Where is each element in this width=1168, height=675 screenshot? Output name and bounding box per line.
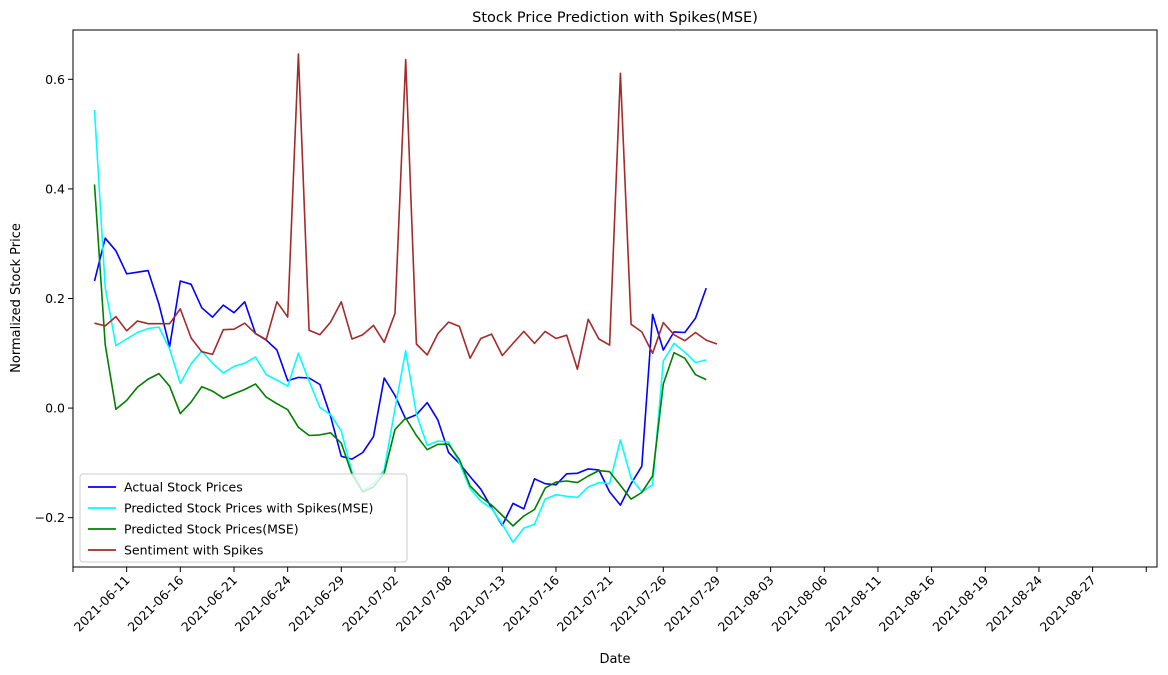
y-tick-label: 0.6 bbox=[45, 72, 65, 87]
plot-lines bbox=[93, 53, 718, 544]
legend-label: Actual Stock Prices bbox=[124, 480, 243, 495]
y-axis-label: Normalized Stock Price bbox=[9, 223, 24, 373]
y-axis: −0.2 0.0 0.2 0.4 0.6 bbox=[35, 72, 73, 525]
y-tick-label: 0.2 bbox=[45, 291, 65, 306]
legend-box bbox=[79, 473, 408, 563]
series-line-1 bbox=[93, 237, 707, 527]
legend-label: Predicted Stock Prices with Spikes(MSE) bbox=[124, 501, 373, 516]
y-tick-label: 0.4 bbox=[45, 181, 65, 196]
series-line-2 bbox=[93, 109, 707, 544]
legend-label: Predicted Stock Prices(MSE) bbox=[124, 522, 299, 537]
y-tick-label: 0.0 bbox=[45, 401, 65, 416]
series-line-4 bbox=[94, 53, 718, 371]
x-axis-label: Date bbox=[599, 652, 630, 667]
legend-label: Sentiment with Spikes bbox=[124, 543, 263, 558]
series-line-3 bbox=[93, 184, 707, 527]
legend: Actual Stock Prices Predicted Stock Price… bbox=[79, 473, 408, 563]
y-tick-label: −0.2 bbox=[35, 510, 65, 525]
chart-title: Stock Price Prediction with Spikes(MSE) bbox=[472, 10, 758, 26]
